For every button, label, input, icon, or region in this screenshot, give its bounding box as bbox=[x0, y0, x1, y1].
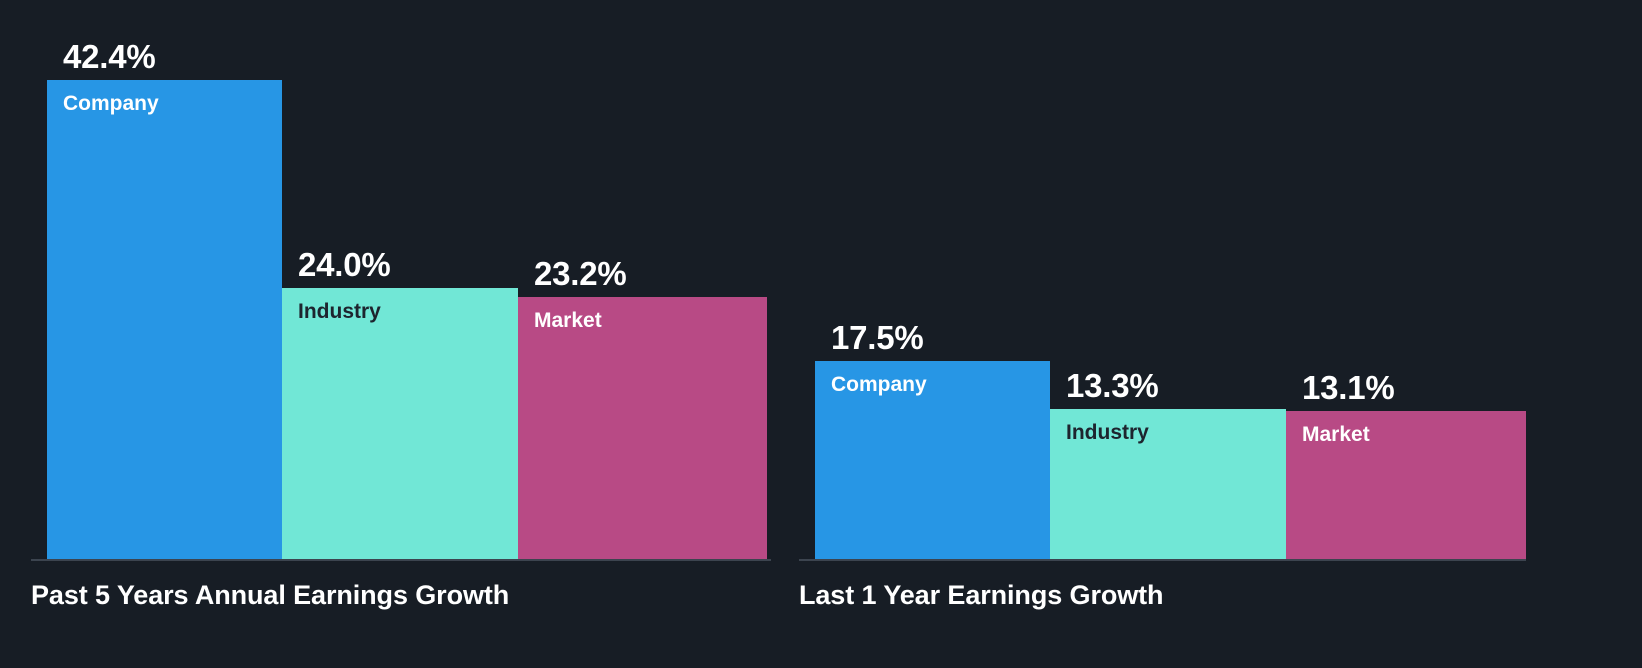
chart-caption-last-1-year: Last 1 Year Earnings Growth bbox=[799, 580, 1164, 610]
bar-slot-company: 42.4% Company bbox=[47, 0, 282, 559]
bar-slot-industry: 13.3% Industry bbox=[1050, 0, 1286, 559]
bar-slot-company: 17.5% Company bbox=[815, 0, 1050, 559]
bar-value-company: 42.4% bbox=[63, 38, 156, 75]
bar-market[interactable]: 23.2% Market bbox=[518, 257, 767, 559]
chart-caption-past-5-years: Past 5 Years Annual Earnings Growth bbox=[31, 580, 510, 610]
bar-market[interactable]: 13.1% Market bbox=[1286, 371, 1526, 559]
bar-slot-industry: 24.0% Industry bbox=[282, 0, 518, 559]
bar-label-market: Market bbox=[534, 309, 602, 332]
bar-label-industry: Industry bbox=[298, 300, 381, 323]
bar-value-industry: 24.0% bbox=[298, 246, 391, 283]
bar-label-market: Market bbox=[1302, 423, 1370, 446]
chart-group-last-1-year: 17.5% Company 13.3% Industry 13.1% Marke… bbox=[799, 0, 1526, 668]
bar-company[interactable]: 17.5% Company bbox=[815, 321, 1050, 559]
bar-slot-market: 23.2% Market bbox=[518, 0, 767, 559]
plot-area-past-5-years: 42.4% Company 24.0% Industry 23.2% Marke… bbox=[31, 0, 771, 559]
bar-label-industry: Industry bbox=[1066, 421, 1149, 444]
bar-industry[interactable]: 24.0% Industry bbox=[282, 248, 518, 559]
bar-label-company: Company bbox=[831, 373, 927, 396]
bar-industry[interactable]: 13.3% Industry bbox=[1050, 369, 1286, 559]
axis-baseline bbox=[31, 559, 771, 561]
bar-slot-market: 13.1% Market bbox=[1286, 0, 1526, 559]
plot-area-last-1-year: 17.5% Company 13.3% Industry 13.1% Marke… bbox=[799, 0, 1526, 559]
bar-value-industry: 13.3% bbox=[1066, 367, 1159, 404]
bar-label-company: Company bbox=[63, 92, 159, 115]
bar-value-market: 23.2% bbox=[534, 255, 627, 292]
bar-series-last-1-year: 17.5% Company 13.3% Industry 13.1% Marke… bbox=[815, 0, 1526, 559]
bar-series-past-5-years: 42.4% Company 24.0% Industry 23.2% Marke… bbox=[47, 0, 767, 559]
bar-value-company: 17.5% bbox=[831, 319, 924, 356]
bar-value-market: 13.1% bbox=[1302, 369, 1395, 406]
chart-group-past-5-years: 42.4% Company 24.0% Industry 23.2% Marke… bbox=[31, 0, 771, 668]
bar-company[interactable]: 42.4% Company bbox=[47, 40, 282, 559]
axis-baseline bbox=[799, 559, 1526, 561]
